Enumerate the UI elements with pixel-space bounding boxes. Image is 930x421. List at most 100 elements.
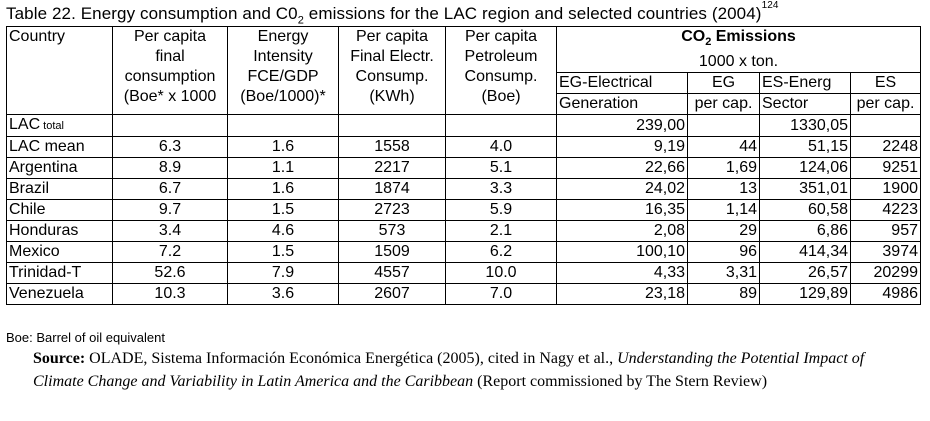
cell-country: LAC total	[6, 114, 113, 138]
col-header-eg-cap-line2: per cap.	[687, 93, 760, 116]
cell-eg: 239,00	[556, 114, 688, 138]
col-header-petroleum: Per capita Petroleum Consump. (Boe)	[445, 25, 557, 116]
cell-eg: 22,66	[556, 157, 688, 180]
co2-group-header: CO2 Emissions	[556, 26, 921, 53]
source-citation: Source: OLADE, Sistema Información Econó…	[33, 350, 865, 390]
table-row: Mexico 7.2 1.5 1509 6.2 100,10 96 414,34 3974	[6, 241, 921, 264]
cell-electricity: 2607	[338, 283, 446, 306]
cell-final-consumption: 7.2	[112, 241, 228, 264]
table-row: Venezuela 10.3 3.6 2607 7.0 23,18 89 129,89 4986	[6, 283, 921, 306]
cell-empty	[227, 114, 339, 138]
table-row: Trinidad-T 52.6 7.9 4557 10.0 4,33 3,31 26,57 20…	[6, 262, 921, 285]
cell-final-consumption: 6.3	[112, 136, 228, 159]
cell-country: Venezuela	[6, 283, 113, 306]
cell-petroleum: 5.9	[445, 199, 557, 222]
cell-es: 129,89	[759, 283, 851, 306]
cell-eg: 4,33	[556, 262, 688, 285]
col-header-eg-line2: Generation	[556, 93, 688, 116]
co2-units: 1000 x ton.	[556, 52, 921, 74]
table-title: Table 22. Energy consumption and C02 emi…	[6, 0, 779, 27]
cell-empty	[338, 114, 446, 138]
cell-petroleum: 7.0	[445, 283, 557, 306]
cell-country: LAC mean	[6, 136, 113, 159]
cell-eg-cap: 89	[687, 283, 760, 306]
cell-final-consumption: 52.6	[112, 262, 228, 285]
cell-es: 51,15	[759, 136, 851, 159]
header-row-4: Generation per cap. Sector per cap.	[7, 93, 921, 116]
cell-energy-intensity: 3.6	[227, 283, 339, 306]
cell-eg: 24,02	[556, 178, 688, 201]
cell-es-cap: 957	[850, 220, 921, 243]
col-header-electricity: Per capita Final Electr. Consump. (KWh)	[338, 25, 446, 116]
cell-energy-intensity: 1.6	[227, 136, 339, 159]
cell-petroleum: 10.0	[445, 262, 557, 285]
cell-final-consumption: 9.7	[112, 199, 228, 222]
cell-es-cap: 4986	[850, 283, 921, 306]
cell-electricity: 2723	[338, 199, 446, 222]
header-row-3: EG-Electrical EG ES-Energ ES	[7, 72, 921, 95]
table-row-lac-total: LAC total 239,00 1330,05	[6, 114, 921, 138]
table-row: Honduras 3.4 4.6 573 2.1 2,08 29 6,86 957	[6, 220, 921, 243]
cell-eg-cap: 1,69	[687, 157, 760, 180]
cell-energy-intensity: 1.1	[227, 157, 339, 180]
cell-eg: 16,35	[556, 199, 688, 222]
cell-es-cap: 9251	[850, 157, 921, 180]
cell-es-cap: 2248	[850, 136, 921, 159]
cell-empty	[445, 114, 557, 138]
cell-country: Argentina	[6, 157, 113, 180]
cell-es: 351,01	[759, 178, 851, 201]
col-header-energy-intensity: Energy Intensity FCE/GDP (Boe/1000)*	[227, 25, 339, 116]
cell-final-consumption: 8.9	[112, 157, 228, 180]
cell-eg-cap: 44	[687, 136, 760, 159]
cell-energy-intensity: 7.9	[227, 262, 339, 285]
col-header-eg: EG-Electrical	[556, 72, 688, 95]
cell-empty	[850, 114, 921, 138]
table-row: Chile 9.7 1.5 2723 5.9 16,35 1,14 60,58 4223	[6, 199, 921, 222]
cell-petroleum: 4.0	[445, 136, 557, 159]
cell-petroleum: 6.2	[445, 241, 557, 264]
header-row-1: Country Per capita final consumption (Boe* …	[6, 25, 921, 116]
cell-es-cap: 20299	[850, 262, 921, 285]
cell-eg: 100,10	[556, 241, 688, 264]
cell-electricity: 1509	[338, 241, 446, 264]
cell-es-cap: 3974	[850, 241, 921, 264]
col-header-es: ES-Energ	[759, 72, 851, 95]
cell-country: Trinidad-T	[6, 262, 113, 285]
cell-petroleum: 3.3	[445, 178, 557, 201]
cell-eg: 23,18	[556, 283, 688, 306]
cell-energy-intensity: 1.6	[227, 178, 339, 201]
cell-final-consumption: 6.7	[112, 178, 228, 201]
cell-energy-intensity: 1.5	[227, 241, 339, 264]
cell-eg-cap: 1,14	[687, 199, 760, 222]
cell-empty	[687, 114, 760, 138]
cell-es: 1330,05	[759, 114, 851, 138]
energy-table: Country Per capita final consumption (Boe* …	[6, 25, 921, 306]
cell-final-consumption: 10.3	[112, 283, 228, 306]
table-row: Brazil 6.7 1.6 1874 3.3 24,02 13 351,01 1900	[6, 178, 921, 201]
col-header-es-line2: Sector	[759, 93, 851, 116]
cell-electricity: 4557	[338, 262, 446, 285]
cell-energy-intensity: 1.5	[227, 199, 339, 222]
cell-petroleum: 2.1	[445, 220, 557, 243]
cell-country: Mexico	[6, 241, 113, 264]
cell-es: 414,34	[759, 241, 851, 264]
cell-country: Chile	[6, 199, 113, 222]
cell-es: 124,06	[759, 157, 851, 180]
cell-eg: 9,19	[556, 136, 688, 159]
cell-electricity: 573	[338, 220, 446, 243]
cell-country: Brazil	[6, 178, 113, 201]
cell-country: Honduras	[6, 220, 113, 243]
table-body: LAC mean 6.3 1.6 1558 4.0 9,19 44 51,15 2248 Arge…	[6, 136, 921, 306]
cell-empty	[112, 114, 228, 138]
cell-es: 26,57	[759, 262, 851, 285]
cell-es-cap: 4223	[850, 199, 921, 222]
cell-eg-cap: 29	[687, 220, 760, 243]
cell-es: 6,86	[759, 220, 851, 243]
cell-es-cap: 1900	[850, 178, 921, 201]
table-row: LAC mean 6.3 1.6 1558 4.0 9,19 44 51,15 2248	[6, 136, 921, 159]
col-header-final-consumption: Per capita final consumption (Boe* x 1000	[112, 25, 228, 116]
cell-energy-intensity: 4.6	[227, 220, 339, 243]
cell-electricity: 1874	[338, 178, 446, 201]
col-header-country: Country	[6, 25, 113, 116]
table-row: Argentina 8.9 1.1 2217 5.1 22,66 1,69 124,06 925…	[6, 157, 921, 180]
